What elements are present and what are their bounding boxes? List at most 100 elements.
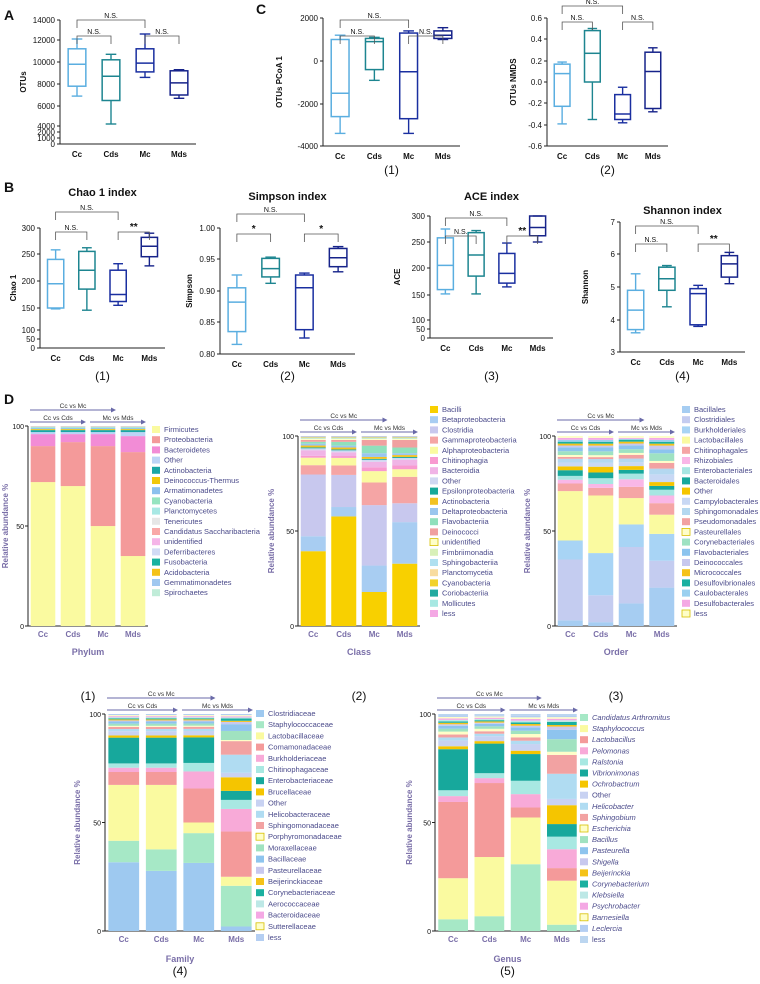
y-tick-label: 100	[89, 712, 101, 719]
bar-segment	[557, 436, 583, 438]
legend-label: Beijerinckia	[592, 868, 630, 877]
legend-label: Barnesiella	[592, 913, 629, 922]
legend-label: Lactobacillus	[592, 735, 636, 744]
stacked-bar-mds: Mds	[649, 436, 675, 639]
box-iqr	[553, 63, 571, 108]
panel-caption: (1)	[95, 369, 110, 383]
legend-swatch	[682, 508, 690, 515]
bar-segment	[557, 439, 583, 442]
box-iqr	[498, 252, 516, 284]
legend-swatch	[580, 936, 588, 943]
legend-item: Burkholderiaceae	[256, 754, 326, 763]
legend-label: Bacteroidales	[694, 476, 740, 485]
bar-segment	[30, 446, 56, 483]
x-tick-label: Cc	[51, 354, 62, 363]
y-tick-label: 0.90	[199, 287, 215, 296]
bar-segment	[108, 717, 140, 719]
y-tick-label: 150	[22, 304, 36, 313]
bar-segment	[618, 498, 644, 525]
bar-segment	[220, 876, 252, 886]
bar-segment	[547, 798, 577, 806]
bar-segment	[510, 715, 541, 718]
legend-label: Other	[592, 791, 611, 800]
y-tick-label: 250	[22, 250, 36, 259]
legend-label: Acidobacteria	[164, 568, 210, 577]
bracket-line	[55, 231, 88, 240]
bar-segment	[510, 722, 541, 725]
bar-segment	[557, 447, 583, 452]
legend-swatch	[256, 844, 264, 852]
panel-letter-b: B	[4, 179, 14, 195]
y-tick-label: 300	[412, 212, 426, 221]
bar-segment	[108, 715, 140, 717]
comparison-arrow: Mc vs Mds	[618, 425, 675, 435]
legend-label: Coriobacteriia	[442, 589, 489, 598]
stacked-bar-mc: Mc	[90, 426, 116, 639]
bar-segment	[618, 439, 644, 442]
bar-segment	[183, 822, 215, 834]
legend-item: Escherichia	[579, 824, 631, 833]
arrow-head	[639, 417, 645, 423]
legend-item: Other	[580, 791, 611, 800]
bracket-line	[444, 235, 477, 244]
x-tick-label: Cc	[440, 344, 451, 353]
legend-swatch	[580, 758, 588, 766]
bar-segment	[220, 718, 252, 721]
box-mds: Mds	[433, 26, 453, 161]
legend-swatch	[152, 456, 160, 464]
comparison-label: Cc vs Mc	[587, 413, 614, 420]
bar-segment	[510, 817, 541, 865]
stacked-bar-mds: Mds	[392, 436, 418, 639]
y-axis-label: Relative abundance %	[523, 489, 532, 573]
bracket-line	[303, 233, 339, 242]
legend-swatch	[430, 436, 438, 444]
significance-bracket: N.S.	[76, 29, 112, 44]
x-tick-label: Cds	[103, 150, 119, 159]
significance-bracket: **	[117, 222, 150, 240]
bar-segment	[618, 437, 644, 439]
bar-segment	[510, 719, 541, 721]
bar-segment	[145, 719, 177, 721]
legend-item: Clostridiales	[682, 415, 735, 424]
bar-segment	[60, 427, 86, 429]
bar-segment	[510, 807, 541, 818]
x-tick-label: Cds	[263, 360, 279, 369]
bracket-label: N.S.	[64, 225, 78, 232]
bar-segment	[588, 451, 614, 456]
panel-caption: (2)	[280, 369, 295, 383]
legend-label: Shigella	[592, 857, 619, 866]
bracket-label: N.S.	[570, 15, 584, 22]
bar-segment	[60, 434, 86, 443]
legend-item: Beijerinckiaceae	[256, 877, 323, 886]
legend-label: Micrococcales	[694, 568, 742, 577]
bracket-line	[236, 233, 272, 242]
comparison-arrow: Cc vs Cds	[557, 425, 614, 435]
bar-segment	[510, 725, 541, 728]
bar-segment	[183, 862, 215, 931]
legend-item: Candidatus Arthromitus	[580, 713, 670, 722]
x-tick-label: Cds	[79, 354, 95, 363]
legend-swatch	[152, 466, 160, 474]
legend-swatch	[580, 802, 588, 810]
stacked-bar-cds: Cds	[331, 436, 357, 639]
bar-segment	[120, 428, 146, 430]
legend-label: Vibrionimonas	[592, 769, 640, 778]
box-iqr	[101, 59, 121, 102]
bracket-label: *	[252, 224, 256, 235]
bar-segment	[438, 749, 468, 791]
y-tick-label: 0.2	[531, 57, 543, 66]
bar-segment	[557, 441, 583, 444]
bar-segment	[361, 592, 387, 626]
bar-segment	[331, 439, 357, 442]
bar-segment	[438, 721, 468, 723]
y-tick-label: -0.6	[528, 142, 542, 151]
significance-bracket: **	[506, 226, 539, 244]
y-tick-label: 250	[412, 238, 426, 247]
legend-label: Planctomycetia	[442, 568, 494, 577]
legend-item: Pasteurellales	[681, 527, 741, 536]
bar-segment	[618, 473, 644, 480]
bar-segment	[331, 450, 357, 453]
comparison-label: Cc vs Cds	[43, 415, 73, 422]
legend-item: Other	[152, 456, 183, 465]
